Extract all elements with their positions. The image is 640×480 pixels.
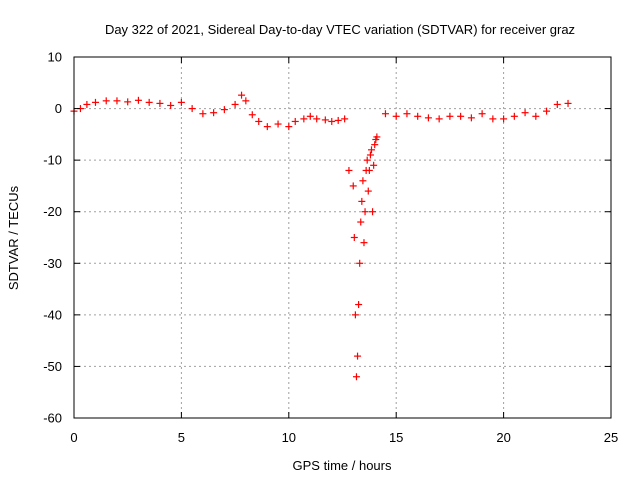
data-point <box>220 106 228 114</box>
y-tick-label: -50 <box>43 359 62 374</box>
data-point <box>359 177 367 185</box>
data-series <box>70 91 572 381</box>
data-point <box>341 115 349 123</box>
data-point <box>248 111 256 119</box>
data-point <box>124 98 132 106</box>
x-tick-label: 15 <box>389 430 403 445</box>
x-tick-label: 20 <box>496 430 510 445</box>
y-tick-label: 10 <box>48 50 62 65</box>
data-point <box>510 112 518 120</box>
y-tick-label: 0 <box>55 101 62 116</box>
plot-frame <box>73 56 612 419</box>
data-point <box>145 98 153 106</box>
data-point <box>392 112 400 120</box>
data-point <box>403 110 411 118</box>
data-point <box>167 101 175 109</box>
data-point <box>358 197 366 205</box>
data-point <box>381 110 389 118</box>
data-point <box>364 187 372 195</box>
data-point <box>446 112 454 120</box>
data-point <box>134 96 142 104</box>
data-point <box>350 234 358 241</box>
x-tick-label: 0 <box>70 430 77 445</box>
data-point <box>500 115 508 123</box>
data-point <box>355 301 363 309</box>
data-point <box>352 373 360 381</box>
data-point <box>543 107 551 115</box>
data-point <box>199 110 207 118</box>
data-point <box>361 208 369 216</box>
x-tick-label: 10 <box>282 430 296 445</box>
data-point <box>83 100 91 108</box>
data-point <box>564 99 572 107</box>
data-point <box>553 100 561 108</box>
data-point <box>300 115 308 123</box>
data-point <box>371 141 379 149</box>
data-point <box>457 112 465 120</box>
y-tick-label: -10 <box>43 153 62 168</box>
data-point <box>274 120 282 128</box>
data-point <box>102 97 110 105</box>
data-point <box>489 115 497 123</box>
y-axis: 10 0 -10 -20 -30 -40 -50 -60 <box>43 50 611 426</box>
y-axis-label: SDTVAR / TECUs <box>6 185 21 290</box>
data-point <box>231 100 239 108</box>
data-point <box>321 116 329 124</box>
x-axis: 0 5 10 15 20 25 <box>70 57 618 445</box>
y-tick-label: -60 <box>43 411 62 426</box>
chart-title: Day 322 of 2021, Sidereal Day-to-day VTE… <box>105 22 575 37</box>
data-point <box>365 166 373 174</box>
data-point <box>313 115 321 123</box>
data-point <box>369 208 377 216</box>
data-point <box>255 117 263 125</box>
data-point <box>285 123 293 131</box>
y-tick-label: -20 <box>43 204 62 219</box>
data-point <box>370 161 378 169</box>
data-point <box>188 105 196 113</box>
data-point <box>354 352 362 360</box>
y-tick-label: -40 <box>43 307 62 322</box>
data-point <box>306 112 314 120</box>
data-point <box>291 117 299 125</box>
data-point <box>360 239 368 247</box>
data-point <box>334 116 342 124</box>
data-point <box>242 97 250 105</box>
data-point <box>366 151 374 159</box>
data-point <box>349 182 357 190</box>
data-point <box>435 115 443 123</box>
data-point <box>367 146 375 154</box>
data-point <box>156 99 164 107</box>
data-point <box>177 98 185 106</box>
data-point <box>351 311 359 319</box>
data-point <box>356 259 364 267</box>
data-point <box>238 91 246 99</box>
data-point <box>532 112 540 120</box>
x-tick-label: 5 <box>178 430 185 445</box>
data-point <box>113 97 121 105</box>
data-point <box>345 166 353 174</box>
data-point <box>424 114 432 122</box>
grid <box>74 57 611 418</box>
data-point <box>478 110 486 118</box>
data-point <box>363 156 371 164</box>
x-tick-label: 25 <box>604 430 618 445</box>
data-point <box>91 98 99 106</box>
data-point <box>467 114 475 122</box>
data-point <box>373 133 381 141</box>
data-point <box>357 218 365 226</box>
data-point <box>210 109 218 117</box>
data-point <box>414 112 422 120</box>
y-tick-label: -30 <box>43 256 62 271</box>
data-point <box>328 117 336 125</box>
data-point <box>521 109 529 117</box>
data-point <box>263 123 271 131</box>
x-axis-label: GPS time / hours <box>293 458 392 473</box>
